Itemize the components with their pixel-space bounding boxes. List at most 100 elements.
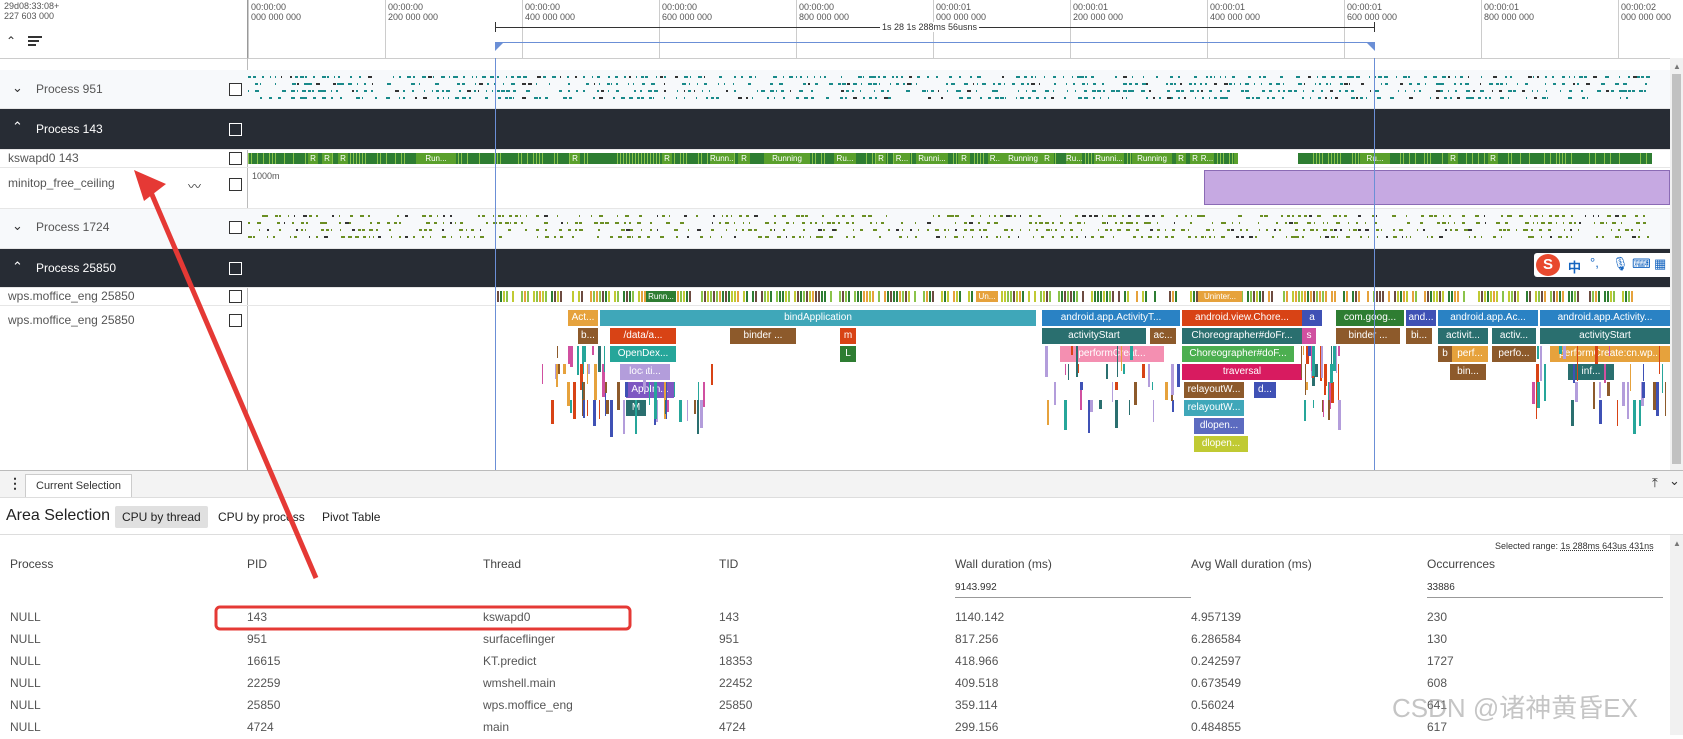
activity-mark[interactable]	[352, 229, 355, 231]
col-header-thread[interactable]: Thread	[483, 557, 522, 571]
activity-mark[interactable]	[933, 215, 934, 217]
activity-mark[interactable]	[1541, 222, 1545, 224]
activity-mark[interactable]	[1335, 97, 1338, 99]
state-tick[interactable]	[581, 291, 583, 302]
state-tick[interactable]	[1646, 153, 1647, 164]
activity-mark[interactable]	[1272, 236, 1274, 238]
activity-mark[interactable]	[1132, 90, 1134, 92]
activity-mark[interactable]	[741, 76, 743, 78]
activity-mark[interactable]	[998, 83, 1001, 85]
state-tick[interactable]	[1403, 153, 1404, 164]
activity-mark[interactable]	[1044, 97, 1046, 99]
state-tick[interactable]	[968, 291, 970, 302]
activity-mark[interactable]	[466, 229, 467, 231]
kswapd-slice[interactable]: R	[1488, 153, 1498, 164]
activity-mark[interactable]	[749, 222, 750, 224]
state-tick[interactable]	[779, 291, 781, 302]
activity-mark[interactable]	[337, 83, 341, 85]
activity-mark[interactable]	[1144, 222, 1148, 224]
activity-mark[interactable]	[297, 90, 298, 92]
activity-mark[interactable]	[327, 76, 329, 78]
activity-mark[interactable]	[902, 229, 903, 231]
activity-mark[interactable]	[1500, 97, 1504, 99]
activity-mark[interactable]	[375, 97, 377, 99]
flame-sliver[interactable]	[605, 382, 606, 416]
kswapd-slice[interactable]: Runni...	[1094, 153, 1124, 164]
state-tick[interactable]	[1400, 153, 1401, 164]
activity-mark[interactable]	[860, 229, 863, 231]
activity-mark[interactable]	[1539, 229, 1542, 231]
activity-mark[interactable]	[992, 90, 996, 92]
activity-mark[interactable]	[989, 215, 990, 217]
state-tick[interactable]	[1613, 291, 1615, 302]
activity-mark[interactable]	[810, 222, 812, 224]
activity-mark[interactable]	[295, 76, 298, 78]
process-951-activity[interactable]	[248, 74, 1652, 104]
flame-slice[interactable]: relayoutW...	[1184, 382, 1244, 398]
flame-sliver[interactable]	[542, 364, 543, 384]
track-process-951[interactable]: ⌄ Process 951	[0, 70, 1670, 109]
activity-mark[interactable]	[1170, 83, 1173, 85]
activity-mark[interactable]	[684, 90, 685, 92]
activity-mark[interactable]	[783, 76, 784, 78]
state-tick[interactable]	[659, 153, 660, 164]
flame-slice[interactable]: b...	[578, 328, 598, 344]
flame-slice[interactable]: m	[840, 328, 856, 344]
activity-mark[interactable]	[742, 229, 744, 231]
activity-mark[interactable]	[1366, 97, 1367, 99]
activity-mark[interactable]	[451, 236, 452, 238]
activity-mark[interactable]	[616, 90, 619, 92]
flame-sliver[interactable]	[623, 400, 625, 434]
activity-mark[interactable]	[575, 76, 577, 78]
activity-mark[interactable]	[309, 215, 312, 217]
activity-mark[interactable]	[1344, 83, 1348, 85]
activity-mark[interactable]	[1082, 83, 1085, 85]
activity-mark[interactable]	[796, 97, 799, 99]
state-tick[interactable]	[800, 291, 802, 302]
activity-mark[interactable]	[1429, 215, 1433, 217]
flame-sliver[interactable]	[1662, 364, 1663, 393]
activity-mark[interactable]	[435, 83, 439, 85]
activity-mark[interactable]	[363, 236, 366, 238]
activity-mark[interactable]	[1621, 222, 1622, 224]
activity-mark[interactable]	[460, 236, 461, 238]
activity-mark[interactable]	[301, 229, 303, 231]
activity-mark[interactable]	[1157, 229, 1160, 231]
state-tick[interactable]	[1439, 291, 1441, 302]
state-tick[interactable]	[680, 291, 682, 302]
activity-mark[interactable]	[376, 229, 378, 231]
activity-mark[interactable]	[829, 236, 833, 238]
activity-mark[interactable]	[633, 83, 634, 85]
activity-mark[interactable]	[1534, 215, 1538, 217]
activity-mark[interactable]	[903, 83, 905, 85]
activity-mark[interactable]	[364, 83, 366, 85]
track-wps-thread-2[interactable]: wps.moffice_eng 25850 Act... bindApplicat…	[0, 306, 1670, 471]
activity-mark[interactable]	[1424, 76, 1427, 78]
activity-mark[interactable]	[1323, 229, 1327, 231]
state-tick[interactable]	[722, 291, 724, 302]
activity-mark[interactable]	[1302, 236, 1304, 238]
chevron-down-icon[interactable]: ⌄	[12, 218, 23, 233]
state-tick[interactable]	[710, 291, 712, 302]
state-tick[interactable]	[1562, 291, 1564, 302]
activity-mark[interactable]	[1386, 236, 1388, 238]
activity-mark[interactable]	[1384, 76, 1388, 78]
state-tick[interactable]	[872, 291, 874, 302]
activity-mark[interactable]	[339, 222, 341, 224]
flame-slice[interactable]: activ...	[1492, 328, 1536, 344]
activity-mark[interactable]	[1000, 97, 1004, 99]
flame-sliver[interactable]	[1537, 382, 1540, 408]
activity-mark[interactable]	[1157, 222, 1158, 224]
activity-mark[interactable]	[1201, 90, 1203, 92]
activity-mark[interactable]	[455, 97, 459, 99]
flame-sliver[interactable]	[1134, 382, 1137, 405]
state-tick[interactable]	[815, 153, 816, 164]
activity-mark[interactable]	[970, 229, 974, 231]
activity-mark[interactable]	[935, 229, 939, 231]
flame-sliver[interactable]	[583, 346, 586, 362]
activity-mark[interactable]	[1455, 90, 1457, 92]
activity-mark[interactable]	[475, 83, 476, 85]
activity-mark[interactable]	[1320, 236, 1321, 238]
activity-mark[interactable]	[419, 229, 422, 231]
activity-mark[interactable]	[624, 222, 626, 224]
